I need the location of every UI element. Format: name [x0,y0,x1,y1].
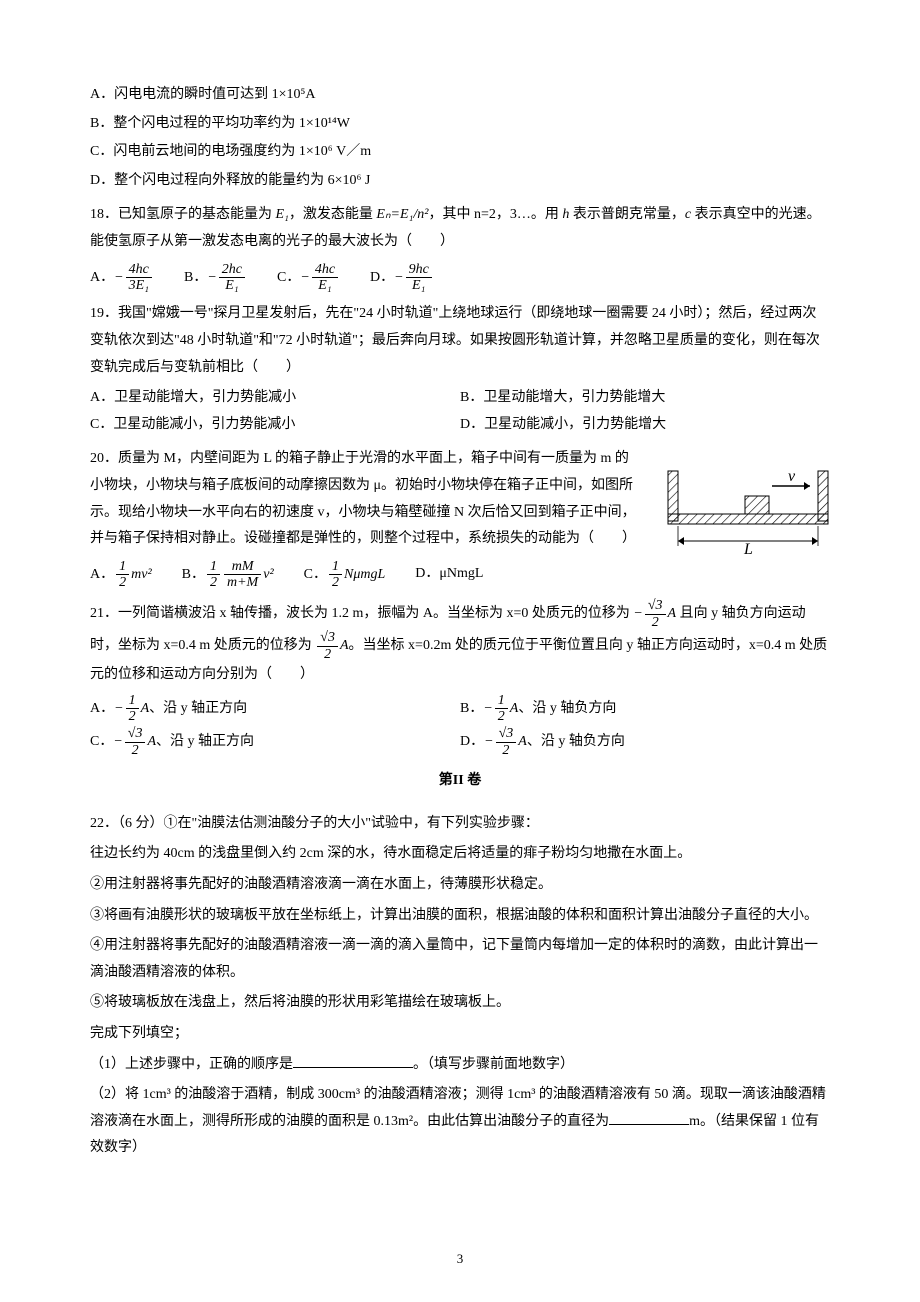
q19-opt-a: A．卫星动能增大，引力势能减小 [90,385,460,412]
q20-figure: v L [660,466,840,556]
q22-step-1: 往边长约为 40cm 的浅盘里倒入约 2cm 深的水，待水面稳定后将适量的痱子粉… [90,841,830,868]
q18-opt-c: C．−4hcE₁ [277,262,340,294]
q22-stem: 22．（6 分）①在"油膜法估测油酸分子的大小"试验中，有下列实验步骤： [90,811,830,838]
q21: 21．一列简谐横波沿 x 轴传播，波长为 1.2 m，振幅为 A。当坐标为 x=… [90,598,830,758]
q18-stem-4: 表示普朗克常量， [569,207,685,222]
fig-l-label: L [743,541,753,556]
q17-opt-a: A．闪电电流的瞬时值可达到 1×10⁵A [90,82,830,109]
q21-opt-d: D．−√32A、沿 y 轴负方向 [460,726,830,758]
q19: 19．我国"嫦娥一号"探月卫星发射后，先在"24 小时轨道"上绕地球运行（即绕地… [90,301,830,438]
q20-opt-c: C．12NμmgL [304,559,386,591]
q17-opt-d: D．整个闪电过程向外释放的能量约为 6×10⁶ J [90,168,830,195]
q18-opt-d: D．−9hcE₁ [370,262,434,294]
q22-step-2: ②用注射器将事先配好的油酸酒精溶液滴一滴在水面上，待薄膜形状稳定。 [90,872,830,899]
q21-opt-a: A．−12A、沿 y 轴正方向 [90,693,460,725]
q20-opt-a: A．12mv² [90,559,152,591]
q18-E1: E₁ [276,207,289,222]
q20-opt-b: B．12mMm+Mv² [182,559,274,591]
q18-stem-1: 18．已知氢原子的基态能量为 [90,207,276,222]
q19-stem: 19．我国"嫦娥一号"探月卫星发射后，先在"24 小时轨道"上绕地球运行（即绕地… [90,301,830,381]
q18-En: Eₙ=E₁/n² [376,207,428,222]
q21-opt-c: C．−√32A、沿 y 轴正方向 [90,726,460,758]
q22-step-4: ④用注射器将事先配好的油酸酒精溶液一滴一滴的滴入量筒中，记下量筒内每增加一定的体… [90,933,830,986]
q18-opt-b: B．−2hcE₁ [184,262,247,294]
q22-fill-header: 完成下列填空； [90,1021,830,1048]
q18-options: A．−4hc3E₁ B．−2hcE₁ C．−4hcE₁ D．−9hcE₁ [90,262,830,294]
q22-sub-1: （1）上述步骤中，正确的顺序是。（填写步骤前面地数字） [90,1052,830,1079]
q18-stem: 18．已知氢原子的基态能量为 E₁，激发态能量 Eₙ=E₁/n²，其中 n=2，… [90,202,830,255]
q17-opt-b: B．整个闪电过程的平均功率约为 1×10¹⁴W [90,111,830,138]
q18-stem-3: ，其中 n=2，3…。用 [429,207,563,222]
q18-opt-a: A．−4hc3E₁ [90,262,154,294]
fig-v-label: v [788,468,796,485]
q19-options: A．卫星动能增大，引力势能减小 B．卫星动能增大，引力势能增大 C．卫星动能减小… [90,385,830,438]
q22-sub-2: （2）将 1cm³ 的油酸溶于酒精，制成 300cm³ 的油酸酒精溶液；测得 1… [90,1082,830,1162]
q20: v L 20．质量为 M，内壁间距为 L 的箱子静止于光滑的水平面上，箱子中间有… [90,446,830,590]
q21-stem-1: 21．一列简谐横波沿 x 轴传播，波长为 1.2 m，振幅为 A。当坐标为 x=… [90,607,633,622]
q22-step-3: ③将画有油膜形状的玻璃板平放在坐标纸上，计算出油膜的面积，根据油酸的体积和面积计… [90,903,830,930]
q21-options-cd: C．−√32A、沿 y 轴正方向 D．−√32A、沿 y 轴负方向 [90,726,830,758]
q18: 18．已知氢原子的基态能量为 E₁，激发态能量 Eₙ=E₁/n²，其中 n=2，… [90,202,830,293]
q21-opt-b: B．−12A、沿 y 轴负方向 [460,693,830,725]
q22-blank-1 [293,1054,413,1068]
q19-opt-c: C．卫星动能减小，引力势能减小 [90,412,460,439]
q22-step-5: ⑤将玻璃板放在浅盘上，然后将油膜的形状用彩笔描绘在玻璃板上。 [90,990,830,1017]
q22: 22．（6 分）①在"油膜法估测油酸分子的大小"试验中，有下列实验步骤： 往边长… [90,811,830,1162]
box-diagram-icon: v L [660,466,840,556]
q21-options-ab: A．−12A、沿 y 轴正方向 B．−12A、沿 y 轴负方向 [90,693,830,725]
q20-options: A．12mv² B．12mMm+Mv² C．12NμmgL D．μNmgL [90,559,830,591]
section-2-title: 第II 卷 [90,768,830,795]
q21-stem: 21．一列简谐横波沿 x 轴传播，波长为 1.2 m，振幅为 A。当坐标为 x=… [90,598,830,688]
q22-blank-2 [609,1111,689,1125]
q17-options: A．闪电电流的瞬时值可达到 1×10⁵A B．整个闪电过程的平均功率约为 1×1… [90,82,830,194]
page-number: 3 [0,1247,920,1272]
q17-opt-c: C．闪电前云地间的电场强度约为 1×10⁶ V／m [90,139,830,166]
q18-stem-2: ，激发态能量 [289,207,377,222]
q19-opt-d: D．卫星动能减小，引力势能增大 [460,412,830,439]
q19-opt-b: B．卫星动能增大，引力势能增大 [460,385,830,412]
q20-opt-d: D．μNmgL [415,561,483,588]
